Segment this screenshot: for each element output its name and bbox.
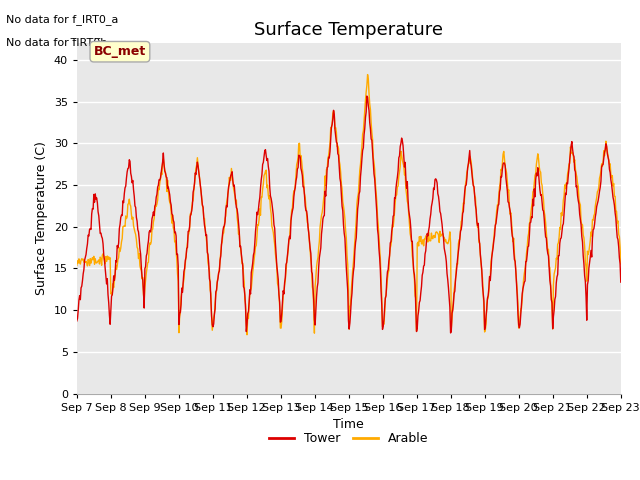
- Text: BC_met: BC_met: [94, 45, 146, 58]
- Legend: Tower, Arable: Tower, Arable: [264, 427, 433, 450]
- Y-axis label: Surface Temperature (C): Surface Temperature (C): [35, 142, 48, 295]
- X-axis label: Time: Time: [333, 418, 364, 431]
- Title: Surface Temperature: Surface Temperature: [254, 21, 444, 39]
- Text: No data for f_IRT0_a: No data for f_IRT0_a: [6, 14, 119, 25]
- Text: No data for f̅IRT0̅b: No data for f̅IRT0̅b: [6, 38, 108, 48]
